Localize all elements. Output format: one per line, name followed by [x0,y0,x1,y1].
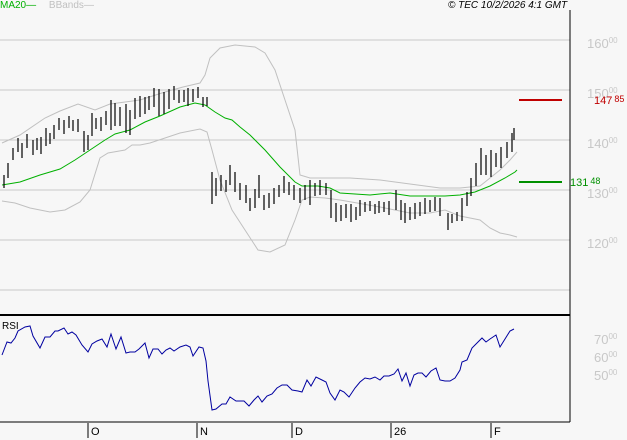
x-axis-label-oct: O [91,426,100,438]
price-axis-label-150: 15000 [587,86,618,101]
x-axis-label-dec: D [295,426,303,438]
x-axis-label-feb: F [494,426,501,438]
price-axis-label-140: 14000 [587,136,618,151]
bbands-lower-line [1,128,518,253]
resistance-level-label: 147 85 [594,94,625,107]
copyright-timestamp: © TEC 10/2/2026 4:1 GMT [448,0,568,11]
legend-ma20: MA20— [0,0,37,11]
x-axis-label-2026: 26 [394,426,407,438]
support-level-label: 131 48 [570,176,601,189]
rsi-pane-label: RSI [2,321,19,332]
price-bars [3,86,515,230]
chart-legend: MA20— BBands— [0,0,94,12]
rsi-line [1,325,515,411]
price-axis-label-160: 16000 [587,36,618,51]
rsi-axis-label-60: 6000 [594,350,618,365]
price-axis-label-120: 12000 [587,236,618,251]
price-gridlines [0,39,570,291]
rsi-axis-label-50: 5000 [594,368,618,383]
rsi-axis-label-70: 7000 [594,332,618,347]
ma20-line [1,102,518,197]
price-axis-label-130: 13000 [587,186,618,201]
x-axis-label-nov: N [200,426,208,438]
bbands-upper-line [1,44,518,189]
legend-bbands: BBands— [48,0,94,11]
